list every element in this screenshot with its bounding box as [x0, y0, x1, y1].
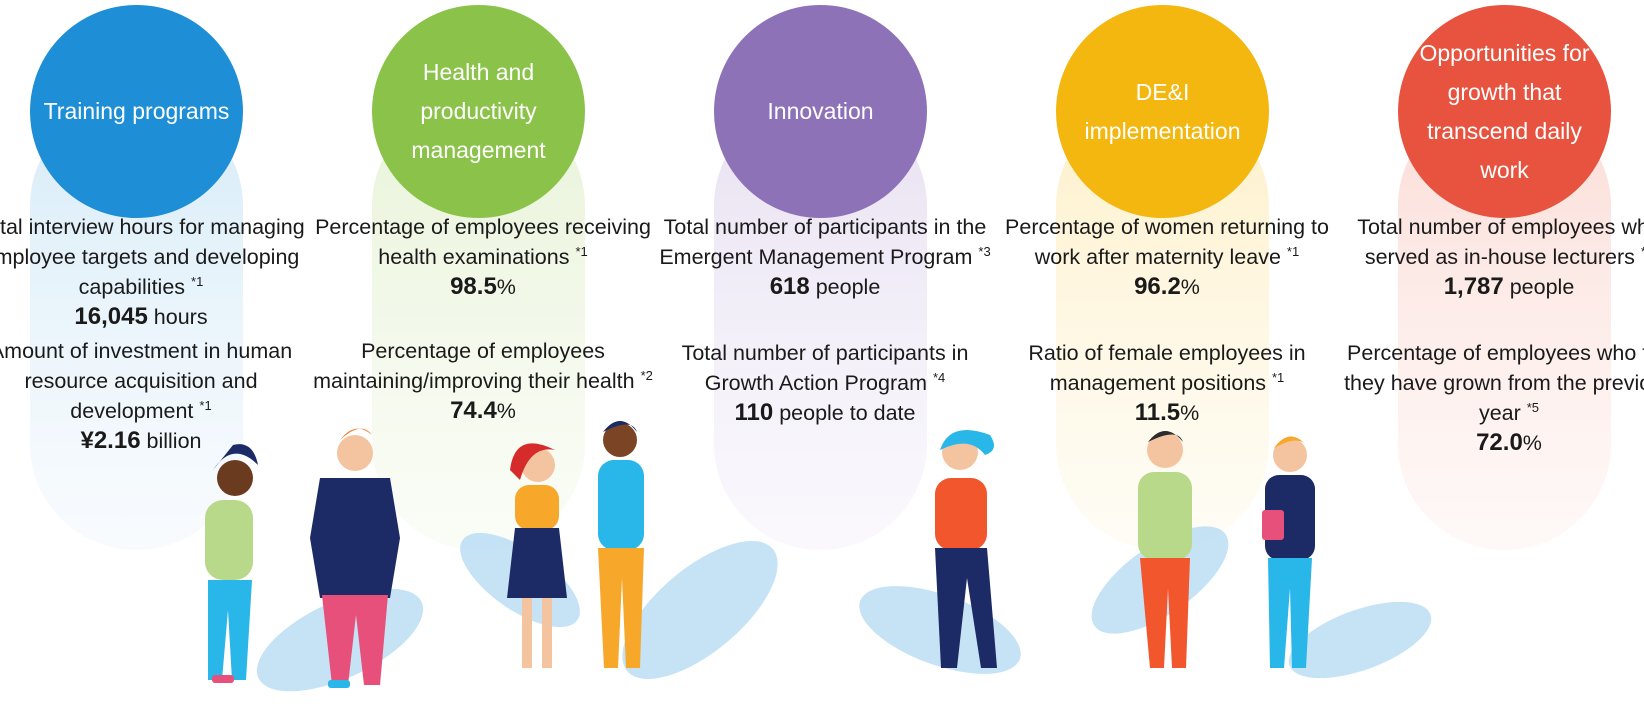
stat-value: 16,045	[74, 303, 148, 330]
stat-value-line: 96.2%	[996, 272, 1338, 302]
stat-health-1: Percentage of employees receiving health…	[312, 212, 654, 302]
person-6	[1138, 431, 1192, 668]
stat-label-text: Percentage of employees who felt they ha…	[1344, 341, 1644, 425]
stat-label: Total number of employees who served as …	[1338, 212, 1644, 272]
person-1	[205, 444, 258, 683]
stat-label-text: Percentage of women returning to work af…	[1005, 215, 1329, 269]
stat-label-text: Ratio of female employees in management …	[1028, 341, 1306, 395]
stat-label: Percentage of employees receiving health…	[312, 212, 654, 272]
pillar-training	[30, 100, 243, 550]
footnote-mark: *1	[1286, 243, 1300, 259]
footnote-mark: *3	[978, 243, 991, 259]
footnote-mark: *1	[191, 273, 204, 289]
column-training: Training programs Total interview hours f…	[0, 0, 342, 718]
stat-unit: %	[1522, 431, 1542, 455]
category-title-dei: DE&I implementation	[1056, 5, 1269, 218]
stat-label-text: Total number of employees who served as …	[1357, 215, 1644, 269]
category-title-health: Health and productivity management	[372, 5, 585, 218]
stat-label: Total number of participants in Growth A…	[654, 338, 996, 398]
pillar-innovation	[714, 100, 927, 550]
stat-label: Percentage of employees who felt they ha…	[1338, 338, 1644, 428]
stat-value: 98.5	[450, 273, 497, 300]
person-4	[598, 421, 644, 668]
stat-value: 618	[769, 273, 810, 300]
stat-health-2: Percentage of employees maintaining/impr…	[312, 336, 654, 426]
person-3	[507, 443, 567, 668]
pillar-health	[372, 100, 585, 550]
stat-value-line: 110 people to date	[654, 398, 996, 428]
footnote-mark: *1	[1641, 244, 1644, 259]
stat-label-text: Total interview hours for managing emplo…	[0, 215, 305, 299]
pillar-growth	[1398, 100, 1611, 550]
category-title-training: Training programs	[30, 5, 243, 218]
stat-unit: people to date	[773, 401, 916, 425]
footnote-mark: *1	[199, 397, 212, 413]
footnote-mark: *2	[640, 367, 653, 383]
stat-label: Amount of investment in human resource a…	[0, 336, 312, 426]
stat-training-2: Amount of investment in human resource a…	[0, 336, 312, 456]
stat-value-line: 1,787 people	[1338, 272, 1644, 302]
stat-value: 110	[734, 399, 774, 426]
stat-unit: %	[1180, 275, 1200, 299]
stat-label: Ratio of female employees in management …	[996, 338, 1338, 398]
stat-value: 72.0	[1476, 429, 1523, 456]
stat-value: 96.2	[1134, 273, 1181, 300]
column-health: Health and productivity management Percen…	[313, 0, 684, 718]
stat-unit: %	[496, 399, 516, 423]
stat-label: Percentage of employees maintaining/impr…	[312, 336, 654, 396]
stat-unit: people	[809, 275, 881, 299]
column-dei: DE&I implementation Percentage of women r…	[1005, 0, 1368, 718]
stat-value-line: ¥2.16 billion	[0, 426, 312, 456]
stat-value-line: 16,045 hours	[0, 302, 312, 332]
stat-innovation-1: Total number of participants in the Emer…	[654, 212, 996, 302]
stat-unit: %	[496, 275, 516, 299]
stat-label: Total interview hours for managing emplo…	[0, 212, 312, 302]
stat-value-line: 98.5%	[312, 272, 654, 302]
category-title-growth: Opportunities for growth that transcend …	[1398, 5, 1611, 218]
stat-value: 74.4	[450, 397, 497, 424]
footnote-mark: *5	[1526, 399, 1540, 415]
stat-label-text: Percentage of employees receiving health…	[315, 215, 651, 269]
stat-growth-2: Percentage of employees who felt they ha…	[1338, 338, 1644, 458]
stat-innovation-2: Total number of participants in Growth A…	[654, 338, 996, 428]
stat-value: ¥2.16	[80, 427, 141, 454]
stat-value: 11.5	[1134, 399, 1181, 426]
category-title-innovation: Innovation	[714, 5, 927, 218]
stat-label-text: Total number of participants in the Emer…	[659, 215, 987, 269]
stat-label: Percentage of women returning to work af…	[996, 212, 1338, 272]
stat-growth-1: Total number of employees who served as …	[1338, 212, 1644, 302]
stat-unit: billion	[140, 429, 202, 453]
stat-unit: hours	[147, 305, 208, 329]
stat-value-line: 618 people	[654, 272, 996, 302]
stat-value-line: 72.0%	[1338, 428, 1644, 458]
stat-training-1: Total interview hours for managing emplo…	[0, 212, 312, 332]
footnote-mark: *1	[1272, 369, 1285, 385]
footnote-mark: *4	[932, 369, 946, 385]
stat-unit: people	[1503, 275, 1575, 299]
person-5	[935, 430, 997, 668]
pillar-dei	[1056, 100, 1269, 550]
stat-dei-2: Ratio of female employees in management …	[996, 338, 1338, 428]
stat-label-text: Amount of investment in human resource a…	[0, 339, 293, 423]
stat-label-text: Total number of participants in Growth A…	[681, 341, 969, 395]
stat-value-line: 11.5%	[996, 398, 1338, 428]
footnote-mark: *1	[575, 243, 588, 259]
column-innovation: Innovation Total number of participants i…	[659, 0, 1026, 718]
column-growth: Opportunities for growth that transcend …	[1344, 0, 1644, 718]
person-7	[1262, 436, 1315, 668]
stat-value-line: 74.4%	[312, 396, 654, 426]
stat-label: Total number of participants in the Emer…	[654, 212, 996, 272]
stat-dei-1: Percentage of women returning to work af…	[996, 212, 1338, 302]
stat-value: 1,787	[1443, 273, 1504, 300]
person-2	[310, 428, 400, 688]
stat-unit: %	[1180, 401, 1200, 425]
stat-label-text: Percentage of employees maintaining/impr…	[313, 339, 641, 393]
